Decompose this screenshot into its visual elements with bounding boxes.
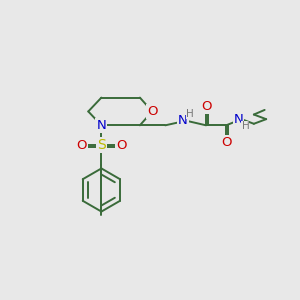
Text: N: N [97, 119, 106, 132]
Text: H: H [186, 109, 194, 119]
Text: O: O [116, 139, 127, 152]
Text: H: H [242, 121, 249, 131]
Text: O: O [221, 136, 231, 149]
Text: N: N [234, 113, 243, 126]
Text: N: N [178, 114, 188, 127]
Text: O: O [76, 139, 87, 152]
Text: S: S [97, 138, 106, 152]
Text: O: O [201, 100, 211, 113]
Text: O: O [147, 105, 158, 118]
